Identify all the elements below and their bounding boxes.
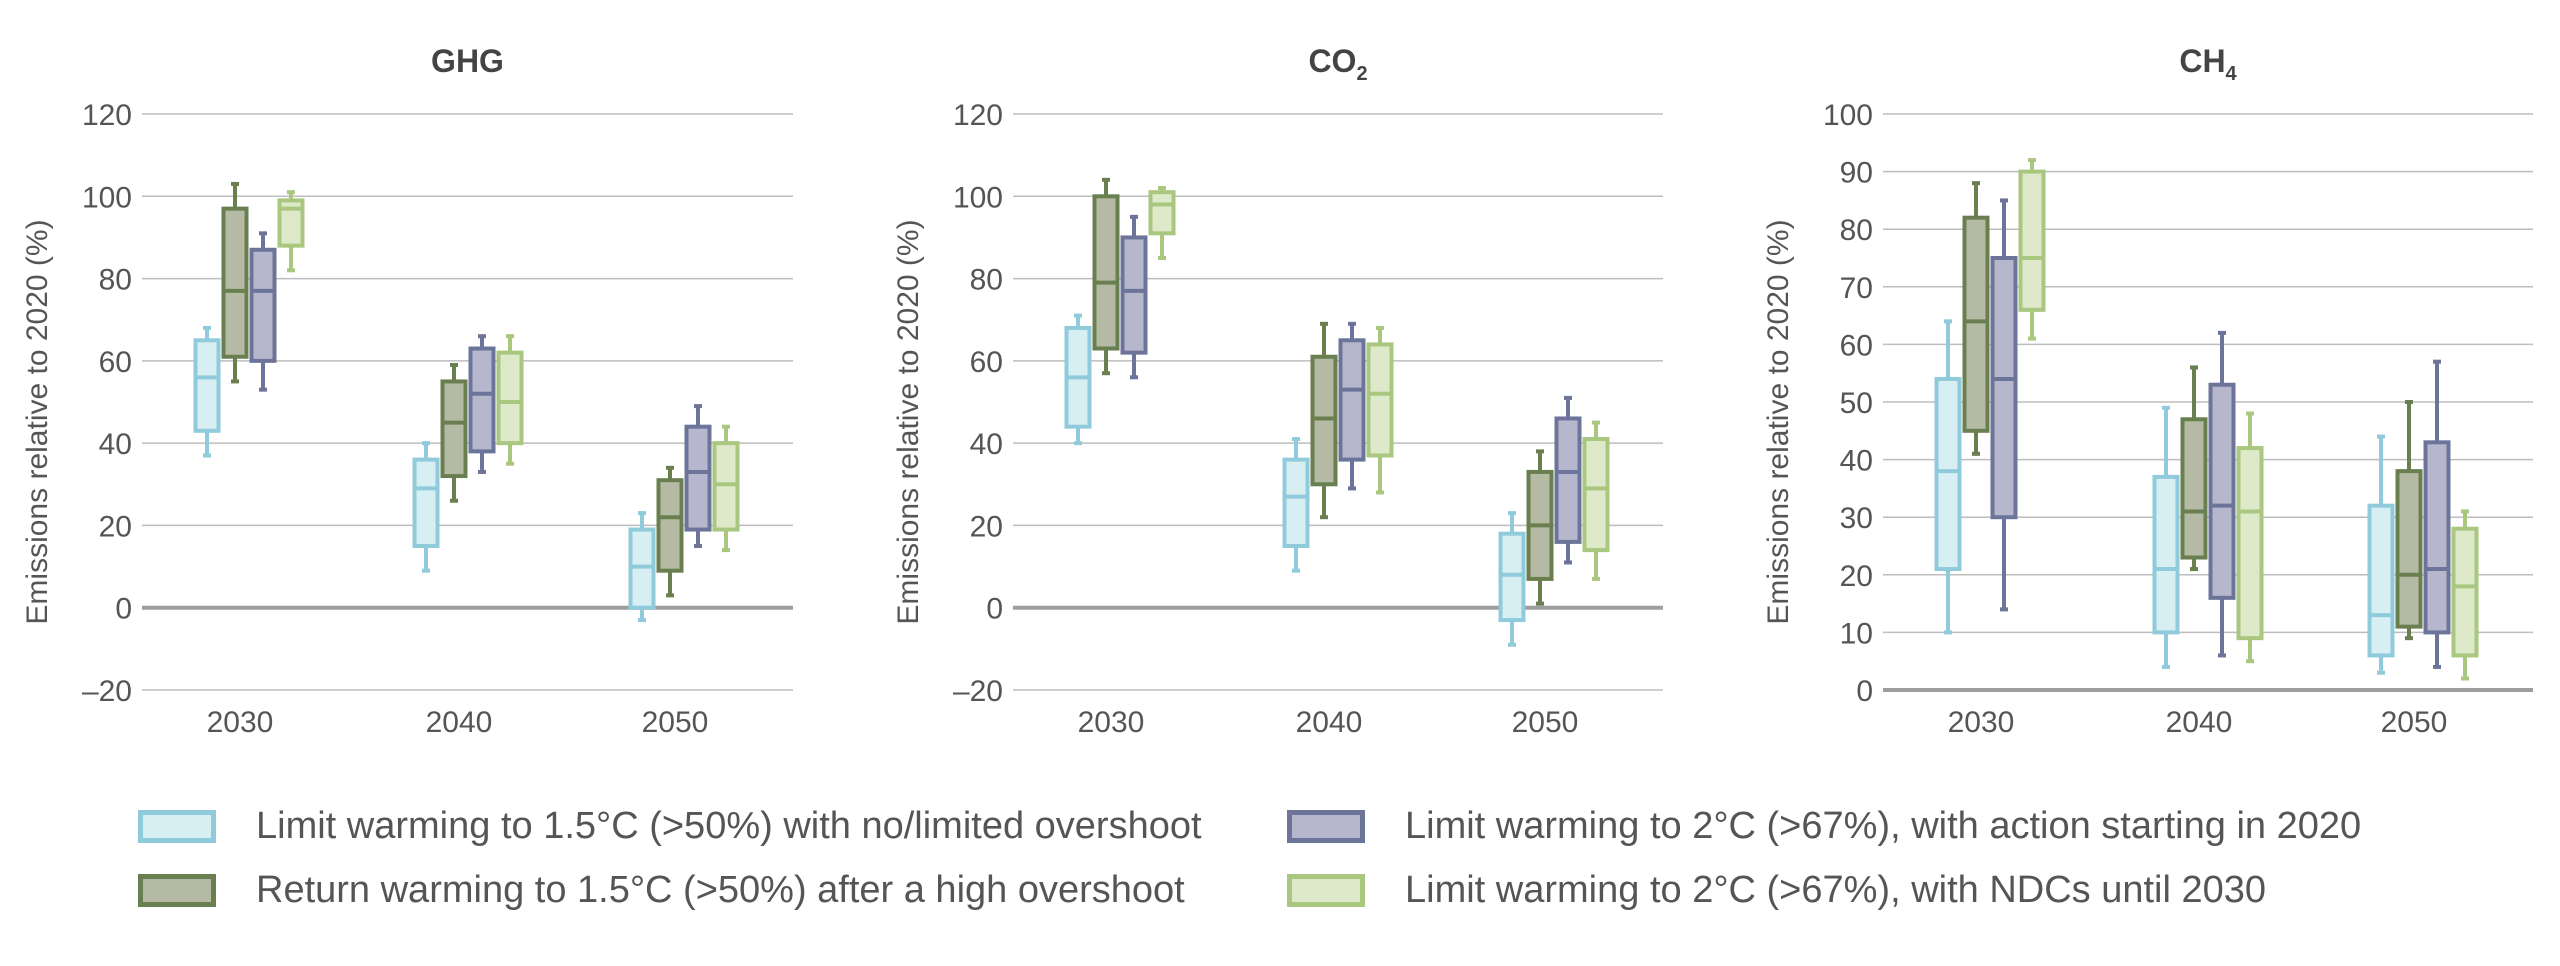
box (249, 247, 277, 363)
y-tick-label: 100 (953, 181, 1003, 214)
y-tick-label: 100 (1823, 99, 1873, 132)
y-tick-label: –20 (953, 675, 1003, 708)
y-tick-label: 60 (99, 346, 132, 379)
x-tick-label: 2040 (1296, 706, 1363, 739)
legend-label: Return warming to 1.5°C (>50%) after a h… (256, 868, 1185, 911)
box (1338, 338, 1366, 462)
box (2152, 474, 2180, 635)
y-tick-label: 60 (1840, 329, 1873, 362)
y-tick-label: 10 (1840, 617, 1873, 650)
y-tick-label: 20 (1840, 560, 1873, 593)
panel-title: CO2 (1308, 43, 1367, 85)
box (1990, 256, 2018, 520)
legend-swatch-2c-action-2020 (1287, 809, 1365, 843)
y-axis-label: Emissions relative to 2020 (%) (892, 219, 925, 624)
box (221, 206, 249, 359)
box (2423, 440, 2451, 635)
box (1310, 354, 1338, 487)
box (468, 346, 496, 454)
y-tick-label: 120 (953, 99, 1003, 132)
y-tick-label: 20 (99, 510, 132, 543)
x-tick-label: 2050 (2381, 706, 2448, 739)
y-tick-label: 120 (82, 99, 132, 132)
box (440, 379, 468, 479)
x-tick-label: 2040 (2166, 706, 2233, 739)
y-tick-label: 60 (970, 346, 1003, 379)
y-tick-label: 100 (82, 181, 132, 214)
y-tick-label: 90 (1840, 157, 1873, 190)
box (1962, 215, 1990, 433)
legend-item-1-5c-high-overshoot: Return warming to 1.5°C (>50%) after a h… (138, 865, 1185, 915)
y-axis-label: Emissions relative to 2020 (%) (21, 219, 54, 624)
y-tick-label: 40 (970, 428, 1003, 461)
box (1092, 194, 1120, 351)
y-tick-label: 50 (1840, 387, 1873, 420)
box (1366, 342, 1394, 458)
box (2208, 382, 2236, 600)
x-tick-label: 2040 (426, 706, 493, 739)
box (712, 441, 740, 532)
box (1582, 437, 1610, 553)
box (628, 527, 656, 610)
y-tick-label: 0 (1856, 675, 1873, 708)
y-tick-label: 80 (99, 264, 132, 297)
y-tick-label: 30 (1840, 502, 1873, 535)
legend-swatch-1-5c-no-overshoot (138, 809, 216, 843)
legend-item-2c-ndcs-2030: Limit warming to 2°C (>67%), with NDCs u… (1287, 865, 2266, 915)
x-tick-label: 2030 (1078, 706, 1145, 739)
y-tick-label: 40 (1840, 445, 1873, 478)
panel-title: GHG (431, 43, 504, 79)
y-tick-label: 70 (1840, 272, 1873, 305)
legend-label: Limit warming to 1.5°C (>50%) with no/li… (256, 804, 1202, 847)
box (684, 424, 712, 532)
y-tick-label: 80 (1840, 214, 1873, 247)
x-tick-label: 2050 (1512, 706, 1579, 739)
legend-swatch-1-5c-high-overshoot (138, 873, 216, 907)
box (277, 198, 305, 248)
box (1934, 376, 1962, 572)
y-tick-label: 80 (970, 264, 1003, 297)
legend-label: Limit warming to 2°C (>67%), with action… (1405, 804, 2362, 847)
box (2018, 169, 2046, 312)
y-tick-label: 0 (986, 593, 1003, 626)
x-tick-label: 2030 (207, 706, 274, 739)
x-tick-label: 2050 (642, 706, 709, 739)
box (1120, 235, 1148, 355)
box (2236, 446, 2264, 641)
legend-swatch-2c-ndcs-2030 (1287, 873, 1365, 907)
legend: Limit warming to 1.5°C (>50%) with no/li… (0, 790, 2560, 930)
legend-item-2c-action-2020: Limit warming to 2°C (>67%), with action… (1287, 801, 2361, 851)
box (193, 338, 221, 433)
y-tick-label: –20 (82, 675, 132, 708)
legend-label: Limit warming to 2°C (>67%), with NDCs u… (1405, 868, 2267, 911)
box (496, 350, 524, 446)
box (1554, 416, 1582, 544)
box (2367, 503, 2395, 658)
x-tick-label: 2030 (1948, 706, 2015, 739)
y-tick-label: 20 (970, 510, 1003, 543)
panel-title: CH4 (2179, 43, 2237, 85)
box (1282, 457, 1310, 549)
box (2451, 526, 2479, 658)
y-axis-label: Emissions relative to 2020 (%) (1762, 219, 1795, 624)
y-tick-label: 40 (99, 428, 132, 461)
y-tick-label: 0 (115, 593, 132, 626)
box (656, 478, 684, 573)
legend-item-1-5c-no-overshoot: Limit warming to 1.5°C (>50%) with no/li… (138, 801, 1202, 851)
box (2180, 417, 2208, 560)
box (1498, 531, 1526, 623)
box (412, 457, 440, 549)
box (1148, 190, 1176, 236)
box (2395, 469, 2423, 629)
